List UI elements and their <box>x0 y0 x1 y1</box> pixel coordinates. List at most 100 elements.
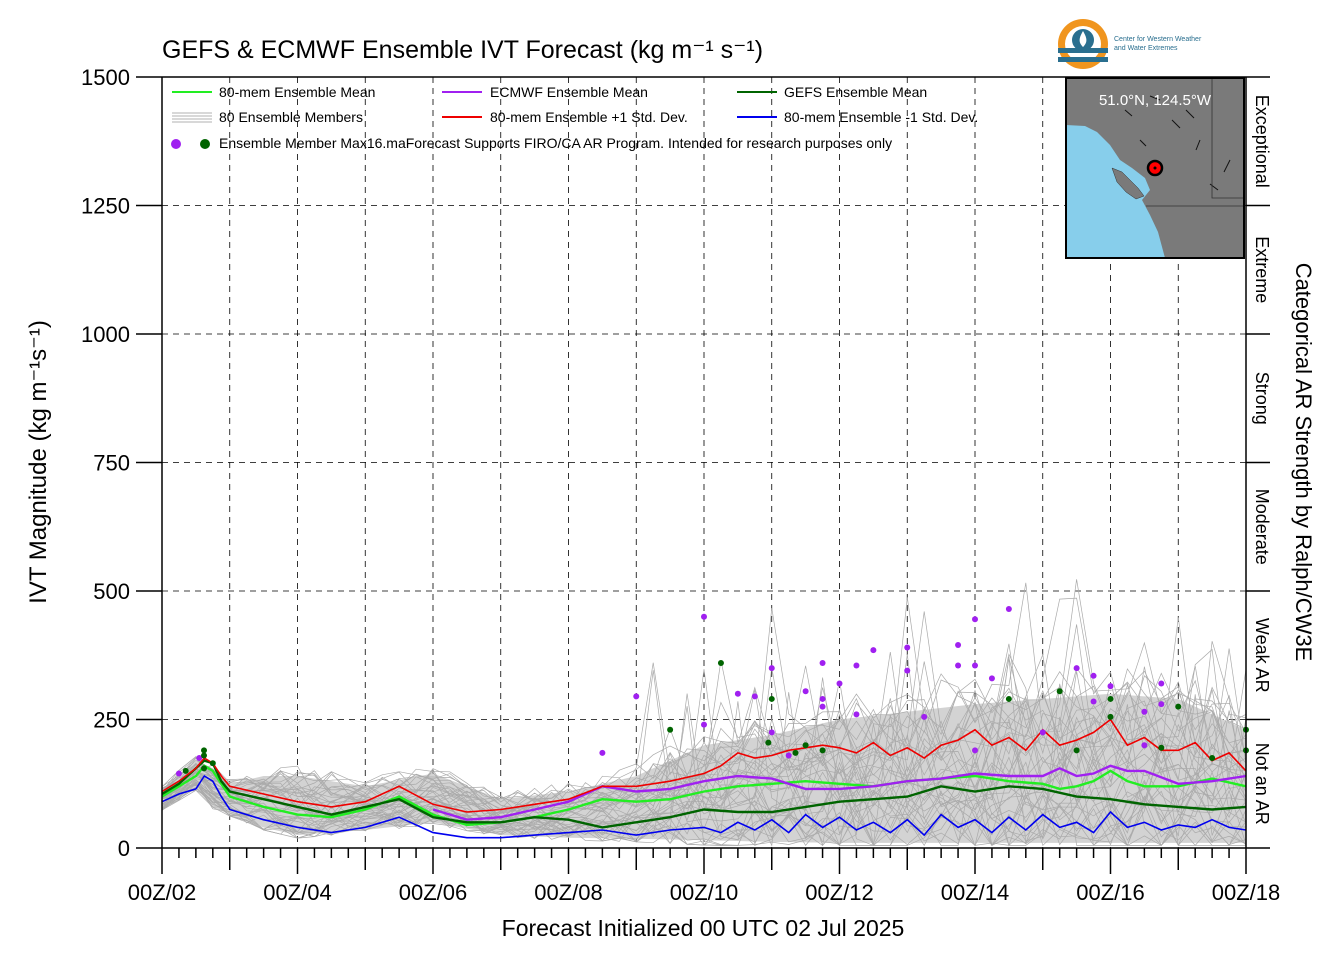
right-axis-label: Categorical AR Strength by Ralph/CW3E <box>1291 263 1316 662</box>
x-tick-label-4: 00Z/10 <box>670 880 739 905</box>
y-tick-label-1000: 1000 <box>81 322 130 347</box>
y-tick-label-750: 750 <box>93 451 130 476</box>
member-max-point <box>819 747 826 754</box>
logo-drop-icon <box>1079 31 1087 47</box>
member-max-point <box>955 662 962 669</box>
logo-text-2: and Water Extremes <box>1114 45 1178 52</box>
member-max-point <box>201 765 208 772</box>
logo-text-1: Center for Western Weather <box>1114 36 1202 43</box>
logo-wave-2 <box>1058 57 1108 62</box>
y-tick-label-0: 0 <box>118 836 130 861</box>
member-max-point <box>1005 695 1012 702</box>
member-max-point <box>1141 742 1148 749</box>
member-max-point <box>972 747 978 754</box>
member-max-point <box>1107 695 1114 702</box>
x-tick-label-7: 00Z/16 <box>1076 880 1145 905</box>
member-max-point <box>196 755 203 762</box>
map-frame <box>1065 77 1245 259</box>
map-island <box>1111 167 1145 200</box>
member-max-point <box>768 665 775 672</box>
member-max-point <box>802 742 809 749</box>
y-axis-label: IVT Magnitude (kg m⁻¹s⁻¹) <box>25 320 52 604</box>
member-max-point <box>972 662 978 669</box>
legend-label-members: 80 Ensemble Members <box>219 109 363 125</box>
member-max-point <box>972 616 978 623</box>
category-label-2: Moderate <box>1252 489 1272 565</box>
member-max-point <box>701 613 707 620</box>
category-label-1: Weak AR <box>1252 618 1272 693</box>
category-label-5: Exceptional <box>1252 95 1272 188</box>
legend-label-member-max: Ensemble Member Max16.maForecast Support… <box>219 135 892 151</box>
legend-label-minus-std: 80-mem Ensemble -1 Std. Dev. <box>784 109 978 125</box>
category-label-3: Strong <box>1252 372 1272 425</box>
member-max-point <box>785 752 792 759</box>
member-max-point <box>1073 747 1080 754</box>
member-max-point <box>1090 672 1097 679</box>
x-tick-label-2: 00Z/06 <box>399 880 468 905</box>
ensemble-member-line <box>161 747 1247 847</box>
y-tick-label-1250: 1250 <box>81 194 130 219</box>
member-max-point <box>1158 680 1165 687</box>
legend-label-gefs-mean: GEFS Ensemble Mean <box>784 84 927 100</box>
member-max-point <box>955 641 962 648</box>
series-line-4 <box>161 774 1247 839</box>
member-max-point <box>633 693 640 700</box>
member-max-point <box>768 695 775 702</box>
category-label-4: Extreme <box>1252 236 1272 303</box>
x-tick-label-1: 00Z/04 <box>263 880 332 905</box>
map-border <box>1211 78 1244 199</box>
member-max-point <box>701 721 707 728</box>
series-line-0 <box>161 764 1247 827</box>
inset-location-map: 51.0°N, 124.5°W <box>1065 77 1245 259</box>
member-max-point <box>717 659 724 666</box>
member-max-point <box>904 667 911 674</box>
x-axis-label: Forecast Initialized 00 UTC 02 Jul 2025 <box>502 915 905 941</box>
member-max-point <box>819 703 826 710</box>
member-max-point <box>792 749 799 756</box>
member-max-point <box>667 726 674 733</box>
series-line-1 <box>432 764 1247 821</box>
member-max-point <box>988 675 995 682</box>
plot-area: 0 250 500 750 1000 1250 1500 Not an AR Weak AR Mo… <box>81 65 1280 905</box>
member-max-point <box>1158 744 1165 751</box>
member-max-point <box>201 747 208 754</box>
member-max-point <box>1107 713 1114 720</box>
x-tick-label-3: 00Z/08 <box>534 880 603 905</box>
legend-dot-ecmwf-max <box>171 139 181 149</box>
member-max-point <box>1056 688 1063 695</box>
ensemble-member-line <box>161 693 1247 845</box>
map-ocean <box>1066 125 1165 258</box>
chart-title: GEFS & ECMWF Ensemble IVT Forecast (kg m… <box>162 36 763 64</box>
member-max-point <box>175 770 182 777</box>
series-line-2 <box>161 759 1247 829</box>
ensemble-member-line <box>161 665 1247 803</box>
legend-dot-gefs-max <box>200 139 210 149</box>
member-max-point <box>819 695 826 702</box>
member-max-point <box>1107 683 1114 690</box>
member-max-point <box>1175 703 1182 710</box>
member-max-point <box>836 680 843 687</box>
member-max-point <box>1209 755 1216 762</box>
ensemble-member-line <box>161 701 1247 847</box>
member-max-point <box>768 729 775 736</box>
member-max-point <box>751 693 758 700</box>
ensemble-member-line <box>161 692 1247 847</box>
member-max-point <box>819 659 826 666</box>
member-max-point <box>201 752 208 759</box>
ensemble-member-line <box>161 660 1247 810</box>
member-max-point <box>209 760 216 767</box>
member-max-point <box>921 713 928 720</box>
x-tick-label-5: 00Z/12 <box>805 880 874 905</box>
member-max-point <box>1073 665 1080 672</box>
member-max-point <box>1158 701 1165 708</box>
member-max-point <box>802 688 809 695</box>
member-max-point <box>1090 698 1097 705</box>
y-tick-label-500: 500 <box>93 579 130 604</box>
map-coordinates-label: 51.0°N, 124.5°W <box>1099 92 1212 109</box>
member-max-point <box>599 749 606 756</box>
ensemble-member-line <box>161 710 1247 828</box>
member-max-point <box>904 644 911 651</box>
member-max-point <box>1039 729 1046 736</box>
member-max-point <box>870 647 877 654</box>
